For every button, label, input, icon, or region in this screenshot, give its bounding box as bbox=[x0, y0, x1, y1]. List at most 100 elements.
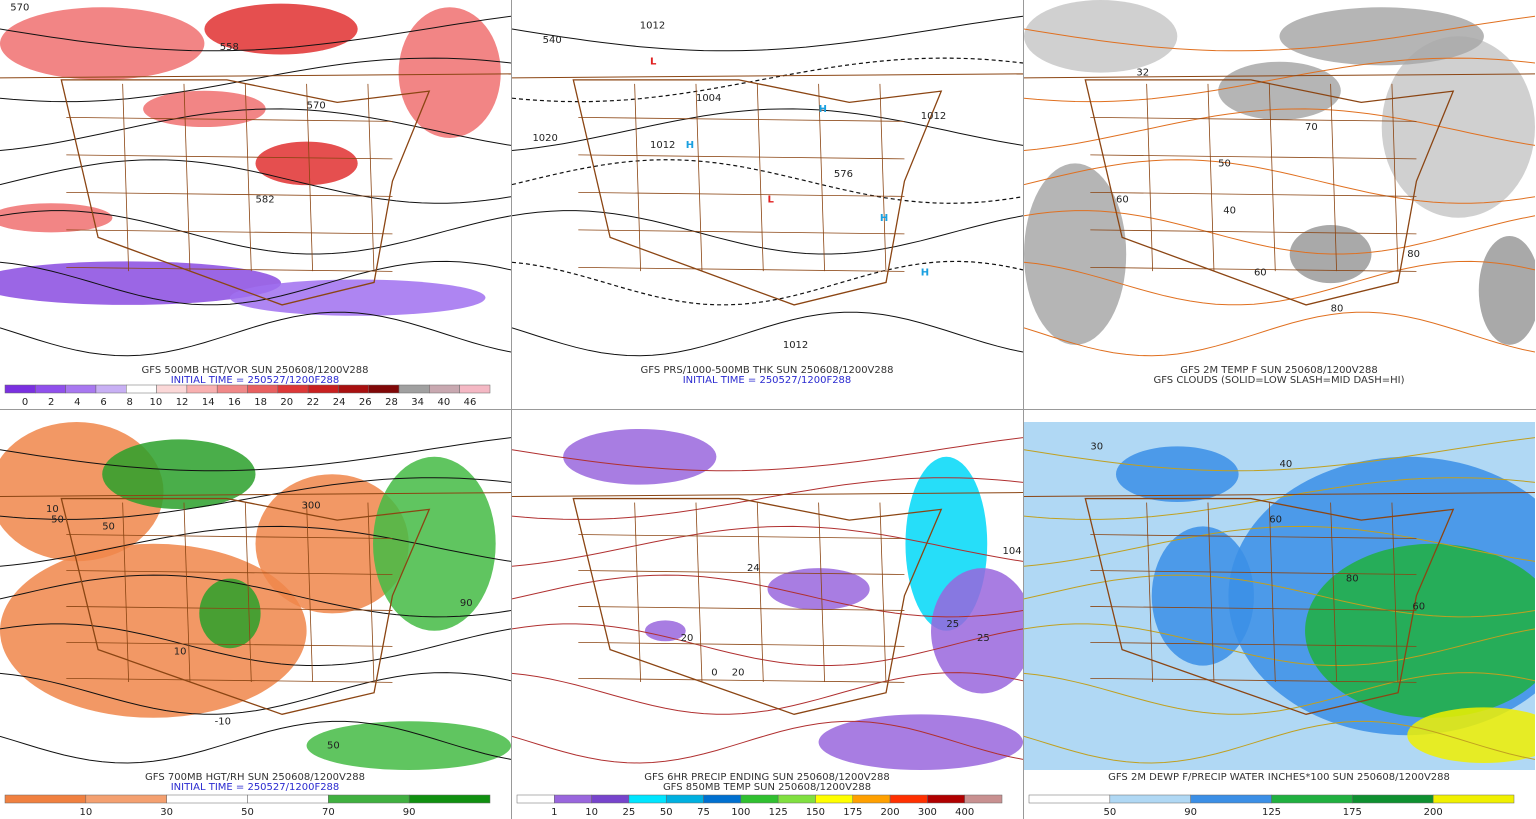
state-line bbox=[306, 502, 313, 682]
contour bbox=[0, 260, 511, 306]
colorbar-swatch bbox=[591, 794, 630, 804]
contour-label: 10 bbox=[174, 647, 187, 658]
colorbar-swatch bbox=[65, 384, 97, 394]
contour bbox=[0, 437, 511, 472]
state-line bbox=[183, 502, 191, 682]
state-line bbox=[578, 229, 905, 235]
contour bbox=[512, 108, 1023, 151]
colorbar-swatch bbox=[1109, 794, 1191, 804]
contour-label: 20 bbox=[732, 668, 745, 679]
contour bbox=[1024, 525, 1535, 567]
caption: INITIAL TIME = 250527/1200F288 bbox=[683, 375, 852, 386]
colorbar-swatch bbox=[703, 794, 742, 804]
contour bbox=[512, 672, 1023, 715]
state-line bbox=[879, 502, 887, 682]
contour-label: 1004 bbox=[696, 93, 721, 104]
shaded-area bbox=[229, 279, 486, 316]
state-line bbox=[244, 502, 252, 682]
contour-label: 0 bbox=[711, 668, 717, 679]
country-outline bbox=[60, 79, 431, 306]
contour-label: 40 bbox=[1223, 206, 1236, 217]
contour bbox=[0, 159, 511, 204]
colorbar-swatch bbox=[665, 794, 704, 804]
border-line bbox=[0, 492, 511, 498]
state-line bbox=[1391, 83, 1399, 272]
state-line bbox=[578, 116, 905, 122]
contour-label: 24 bbox=[747, 563, 760, 574]
colorbar-label: 175 bbox=[843, 807, 862, 818]
contour-label: 60 bbox=[1269, 514, 1282, 525]
contour-label: 90 bbox=[460, 598, 473, 609]
shaded-area bbox=[563, 428, 717, 485]
contour-label: 1020 bbox=[532, 133, 557, 144]
colorbar-swatch bbox=[166, 794, 248, 804]
contour bbox=[1024, 437, 1535, 472]
colorbar-label: 150 bbox=[806, 807, 825, 818]
colorbar-label: 40 bbox=[437, 397, 450, 408]
state-line bbox=[66, 229, 393, 235]
state-line bbox=[879, 83, 887, 272]
country-outline bbox=[1084, 497, 1455, 715]
colorbar-swatch bbox=[964, 794, 1003, 804]
shaded-area bbox=[1024, 0, 1178, 73]
state-line bbox=[183, 83, 191, 272]
shaded-area bbox=[1279, 7, 1484, 66]
colorbar-label: 30 bbox=[160, 807, 173, 818]
colorbar-swatch bbox=[338, 384, 369, 394]
colorbar-label: 125 bbox=[1262, 807, 1281, 818]
colorbar-swatch bbox=[852, 794, 891, 804]
state-line bbox=[1090, 677, 1417, 683]
contour bbox=[0, 210, 511, 255]
colorbar-label: 70 bbox=[322, 807, 335, 818]
contour bbox=[512, 720, 1023, 764]
state-line bbox=[578, 677, 905, 683]
state-line bbox=[1207, 502, 1215, 682]
contour-label: 1012 bbox=[921, 111, 946, 122]
colorbar-label: 25 bbox=[623, 807, 636, 818]
caption: INITIAL TIME = 250527/1200F288 bbox=[171, 782, 340, 793]
contour-label: 558 bbox=[220, 42, 239, 53]
state-line bbox=[578, 154, 905, 160]
contour-label: 50 bbox=[102, 521, 115, 532]
colorbar-swatch bbox=[216, 384, 248, 394]
state-line bbox=[695, 83, 703, 272]
map: 24 25 104 20 0 20 25 bbox=[512, 422, 1023, 770]
colorbar-label: 46 bbox=[464, 397, 477, 408]
colorbar-swatch bbox=[368, 384, 400, 394]
colorbar-swatch bbox=[247, 794, 329, 804]
caption: GFS PRS/1000-500MB THK SUN 250608/1200V2… bbox=[641, 365, 894, 376]
contour-label: 80 bbox=[1346, 574, 1359, 585]
state-line bbox=[66, 642, 393, 647]
caption: GFS CLOUDS (SOLID=LOW SLASH=MID DASH=HI) bbox=[1153, 375, 1404, 386]
colorbar-swatch bbox=[554, 794, 592, 804]
contour-label: 582 bbox=[256, 195, 275, 206]
colorbar-swatch bbox=[247, 384, 279, 394]
colorbar-label: 1 bbox=[551, 807, 557, 818]
colorbar-label: 10 bbox=[79, 807, 92, 818]
state-line bbox=[66, 267, 393, 272]
colorbar-label: 50 bbox=[241, 807, 254, 818]
contour bbox=[1024, 159, 1535, 204]
colorbar-swatch bbox=[516, 794, 555, 804]
colorbar-swatch bbox=[459, 384, 491, 394]
colorbar-swatch bbox=[628, 794, 667, 804]
state-line bbox=[756, 83, 764, 272]
state-line bbox=[1090, 154, 1417, 160]
country-outline bbox=[572, 497, 943, 715]
state-line bbox=[1090, 570, 1417, 575]
colorbar-label: 18 bbox=[254, 397, 267, 408]
border-line bbox=[1024, 73, 1535, 79]
map: 1012 540 1020 1012 1004 576 1012 1012 L L H H H H bbox=[512, 0, 1023, 363]
contour-label: 40 bbox=[1280, 459, 1293, 470]
colorbar-swatch bbox=[1352, 794, 1434, 804]
colorbar-label: 8 bbox=[127, 397, 133, 408]
contour-label: 70 bbox=[1305, 122, 1318, 133]
shaded-area bbox=[644, 620, 686, 642]
colorbar-label: 50 bbox=[660, 807, 673, 818]
state-line bbox=[1090, 229, 1417, 235]
contour-label: 25 bbox=[946, 619, 959, 630]
shaded-area bbox=[143, 90, 266, 128]
colorbar-label: 100 bbox=[731, 807, 750, 818]
